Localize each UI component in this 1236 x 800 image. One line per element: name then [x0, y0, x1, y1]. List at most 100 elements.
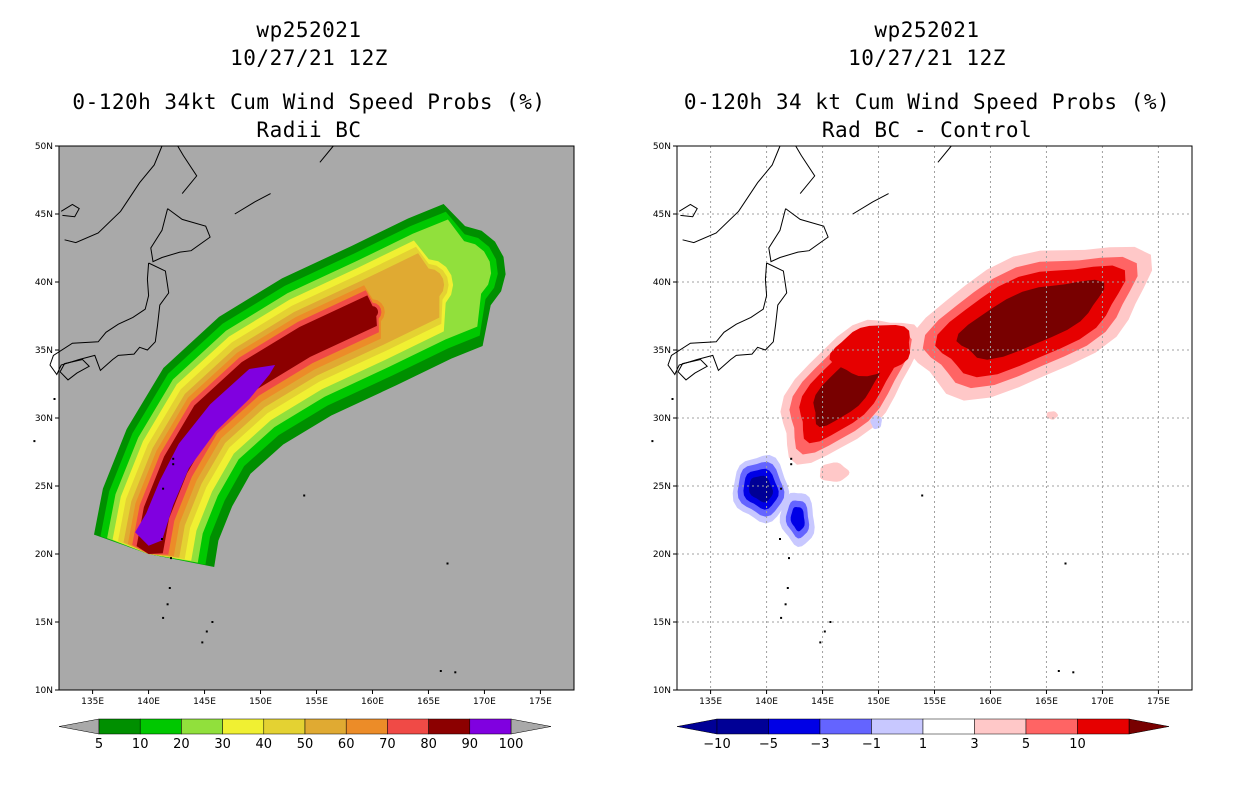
colorbar-label: 80 — [420, 737, 437, 752]
colorbar-label: 5 — [95, 737, 103, 752]
colorbar-swatch — [428, 718, 471, 735]
colorbar-label: 1 — [919, 737, 927, 752]
island-dot-7 — [168, 587, 171, 589]
island-dot-1 — [33, 440, 36, 443]
island-dot-4 — [162, 487, 165, 490]
colorbar-label: 3 — [970, 737, 978, 752]
island-dot-15 — [454, 671, 457, 674]
island-dot-5 — [779, 538, 781, 540]
plot-frame — [58, 145, 575, 691]
coastline-1 — [678, 203, 698, 218]
lon-tick-label: 150E — [867, 697, 890, 707]
coastline-6 — [234, 193, 271, 215]
island-dot-3 — [172, 463, 175, 466]
lon-tick-label: 170E — [473, 697, 496, 707]
lon-tick-label: 165E — [417, 697, 440, 707]
contour-90-100 — [135, 365, 276, 546]
colorbar-swatch — [469, 718, 512, 735]
island-dot-11 — [205, 630, 208, 633]
right-date: 10/27/21 12Z — [848, 46, 1006, 70]
island-dot-13 — [446, 562, 449, 565]
coastline-0 — [64, 145, 163, 244]
coastline-3 — [49, 262, 170, 376]
island-dot-12 — [819, 641, 822, 644]
colorbar-label: 10 — [1069, 737, 1086, 752]
lat-tick-label: 25N — [35, 482, 53, 492]
colorbar-label: 70 — [379, 737, 396, 752]
colorbar-swatch — [263, 718, 306, 735]
lat-tick-label: 15N — [653, 618, 671, 628]
lon-tick-label: 170E — [1091, 697, 1114, 707]
coastline-2 — [150, 208, 211, 263]
colorbar-swatch — [98, 718, 141, 735]
island-dot-8 — [166, 603, 169, 606]
coastlines — [651, 145, 1075, 674]
island-dot-9 — [780, 616, 783, 619]
left-chart-panel: wp252021 10/27/21 12Z 0-120h 34kt Cum Wi… — [33, 18, 575, 752]
lon-tick-label: 155E — [305, 697, 328, 707]
axes: 50N 45N 40N 35N 30N 25N 20N 15N 10N 135E 140E 145E 1… — [35, 142, 575, 707]
island-dot-2 — [790, 457, 793, 460]
colorbar-label: −3 — [810, 737, 829, 752]
island-dot-12 — [201, 641, 204, 644]
lat-tick-label: 50N — [35, 142, 53, 152]
island-dot-6 — [788, 557, 790, 560]
lon-tick-label: 145E — [811, 697, 834, 707]
colorbar-left-arrow — [676, 718, 718, 735]
colorbar-swatch — [922, 718, 975, 735]
coastline-6 — [852, 193, 889, 215]
colorbar-right-arrow — [1128, 718, 1170, 735]
left-date: 10/27/21 12Z — [230, 46, 388, 70]
coastlines — [33, 145, 457, 674]
colorbar-swatch — [139, 718, 182, 735]
right-subtitle: Rad BC - Control — [821, 118, 1033, 142]
coastline-7 — [319, 145, 334, 163]
left-map-plot: 50N 45N 40N 35N 30N 25N 20N 15N 10N 135E 140E 145E 1… — [33, 142, 575, 752]
negative-small-blob — [870, 415, 882, 430]
probability-contours — [94, 204, 506, 567]
lon-tick-label: 140E — [137, 697, 160, 707]
colorbar-label: 50 — [297, 737, 314, 752]
right-chart-panel: wp252021 10/27/21 12Z 0-120h 34 kt Cum W… — [618, 0, 1236, 800]
positive-connector — [829, 325, 911, 377]
colorbar-label: 5 — [1022, 737, 1030, 752]
positive-tiny-blob — [1046, 411, 1058, 420]
island-dot-10 — [211, 621, 214, 623]
coastline-4 — [59, 358, 91, 381]
right-title: 0-120h 34 kt Cum Wind Speed Probs (%) — [683, 90, 1171, 114]
left-subtitle: Radii BC — [256, 118, 362, 142]
island-dot-3 — [790, 463, 793, 466]
island-dot-16 — [921, 494, 924, 497]
left-title: 0-120h 34kt Cum Wind Speed Probs (%) — [72, 90, 546, 114]
lat-tick-label: 25N — [653, 482, 671, 492]
island-dot-13 — [1064, 562, 1067, 565]
island-dot-14 — [1057, 670, 1060, 672]
island-dot-0 — [53, 398, 56, 400]
island-dot-0 — [671, 398, 674, 400]
right-colorbar: −10 −5 −3 −1 1 3 5 10 — [676, 718, 1170, 752]
island-dot-14 — [439, 670, 442, 672]
island-dot-15 — [1072, 671, 1075, 674]
colorbar-swatch — [1077, 718, 1130, 735]
left-colorbar: 5 10 20 30 40 50 60 70 80 90 100 — [58, 718, 552, 752]
lon-tick-label: 135E — [699, 697, 722, 707]
colorbar-left-arrow — [58, 718, 100, 735]
colorbar-swatch — [345, 718, 388, 735]
coastline-2 — [768, 208, 829, 263]
island-dot-7 — [786, 587, 789, 589]
lat-tick-label: 35N — [653, 346, 671, 356]
island-dot-9 — [162, 616, 165, 619]
colorbar-swatch — [819, 718, 872, 735]
lat-tick-label: 10N — [35, 686, 53, 696]
coastline-5 — [177, 145, 198, 194]
lat-tick-label: 10N — [653, 686, 671, 696]
coastline-4 — [677, 358, 709, 381]
lat-tick-label: 20N — [35, 550, 53, 560]
colorbar-label: 90 — [462, 737, 479, 752]
colorbar-swatch — [768, 718, 821, 735]
coastline-1 — [60, 203, 80, 218]
lon-tick-label: 165E — [1035, 697, 1058, 707]
left-storm-id: wp252021 — [256, 18, 362, 42]
lat-tick-label: 35N — [35, 346, 53, 356]
island-dot-2 — [172, 457, 175, 460]
